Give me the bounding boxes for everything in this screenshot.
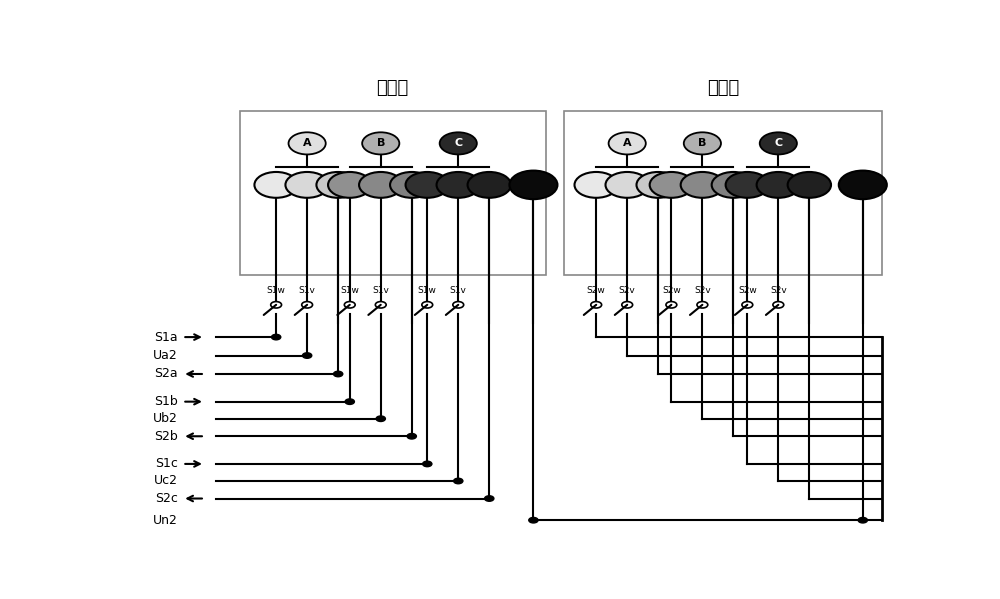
Bar [564,111,882,275]
Text: Ub2: Ub2 [153,412,178,425]
Text: S1a: S1a [154,331,178,344]
Text: A: A [623,138,632,149]
Text: 旧表位: 旧表位 [707,79,739,97]
Circle shape [697,301,708,308]
Text: C: C [454,138,462,149]
Circle shape [773,301,784,308]
Circle shape [606,172,649,198]
Text: 新表位: 新表位 [376,79,409,97]
Circle shape [376,416,385,422]
Circle shape [328,172,371,198]
Text: S2a: S2a [154,367,178,380]
Circle shape [742,301,753,308]
Circle shape [760,132,797,155]
Circle shape [271,301,282,308]
Text: B: B [377,138,385,149]
Circle shape [422,301,433,308]
Circle shape [437,172,480,198]
Circle shape [316,172,360,198]
Circle shape [289,132,326,155]
Circle shape [726,172,769,198]
Text: C: C [774,138,782,149]
Circle shape [302,353,312,358]
Text: S2v: S2v [619,286,636,295]
Circle shape [650,172,693,198]
Circle shape [509,171,557,199]
Circle shape [788,172,831,198]
Text: S2w: S2w [662,286,681,295]
Circle shape [637,172,680,198]
Circle shape [684,132,721,155]
Circle shape [406,172,449,198]
Text: S2w: S2w [738,286,757,295]
Circle shape [485,496,494,501]
Text: S1v: S1v [372,286,389,295]
Circle shape [344,301,355,308]
Circle shape [609,132,646,155]
Circle shape [681,172,724,198]
Circle shape [666,301,677,308]
Circle shape [423,461,432,467]
Circle shape [375,301,386,308]
Circle shape [254,172,298,198]
Circle shape [757,172,800,198]
Circle shape [359,172,402,198]
Text: A: A [303,138,311,149]
Text: S2v: S2v [694,286,711,295]
Circle shape [453,301,464,308]
Circle shape [591,301,602,308]
Text: B: B [698,138,707,149]
Circle shape [407,434,416,439]
Circle shape [302,301,313,308]
Circle shape [574,172,618,198]
Circle shape [622,301,633,308]
Text: S1v: S1v [299,286,316,295]
Circle shape [454,478,463,484]
Circle shape [345,399,354,404]
Text: S1b: S1b [154,395,178,408]
Circle shape [271,334,281,340]
Text: S2b: S2b [154,429,178,443]
Text: Uc2: Uc2 [154,474,178,488]
Circle shape [333,371,343,377]
Text: S2w: S2w [587,286,606,295]
Text: S2v: S2v [770,286,787,295]
Text: S2c: S2c [155,492,178,505]
Text: S1c: S1c [155,458,178,470]
Circle shape [858,518,867,523]
Text: S1w: S1w [418,286,437,295]
Circle shape [390,172,433,198]
Circle shape [440,132,477,155]
Circle shape [529,518,538,523]
Bar [240,111,546,275]
Text: Ua2: Ua2 [153,349,178,362]
Text: S1v: S1v [450,286,467,295]
Circle shape [285,172,329,198]
Circle shape [839,171,887,199]
Circle shape [362,132,399,155]
Circle shape [468,172,511,198]
Text: Un2: Un2 [153,514,178,527]
Text: S1w: S1w [340,286,359,295]
Text: S1w: S1w [267,286,286,295]
Circle shape [712,172,755,198]
